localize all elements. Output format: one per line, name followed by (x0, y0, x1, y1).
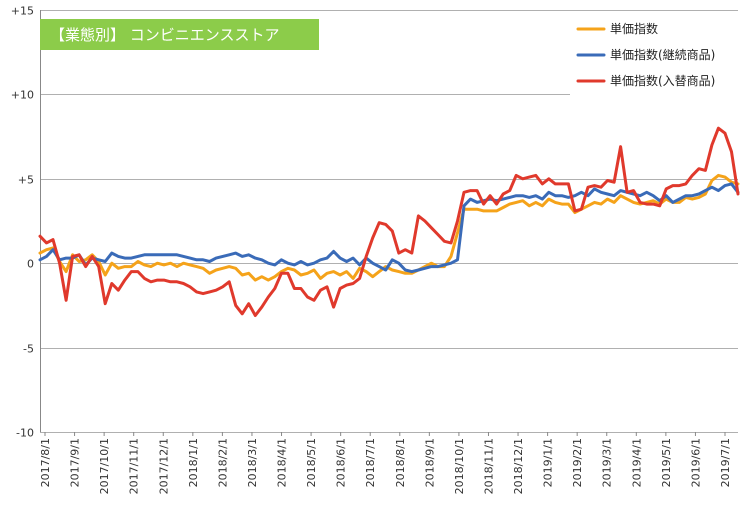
series-line-0 (38, 173, 740, 282)
y-tick-label: +5 (18, 174, 34, 187)
x-tick-label: 2018/4/1 (276, 438, 289, 487)
legend-label-2: 単価指数(入替商品) (610, 73, 715, 88)
x-tick-label: 2018/2/1 (216, 438, 229, 487)
series-line-1 (38, 182, 740, 274)
x-tick-label: 2019/7/1 (719, 438, 732, 487)
chart-title-background (40, 19, 319, 50)
x-tick-label: 2017/11/1 (128, 438, 141, 494)
legend-label-1: 単価指数(継続商品) (610, 47, 715, 62)
x-tick-label: 2018/10/1 (453, 438, 466, 494)
x-tick-label: 2019/2/1 (571, 438, 584, 487)
x-tick-label: 2019/4/1 (630, 438, 643, 487)
x-tick-label: 2018/5/1 (305, 438, 318, 487)
series-line-2 (38, 126, 740, 317)
x-tick-label: 2018/9/1 (423, 438, 436, 487)
x-tick-label: 2017/10/1 (98, 438, 111, 494)
x-tick-label: 2018/1/1 (187, 438, 200, 487)
x-tick-label: 2019/3/1 (601, 438, 614, 487)
chart-title: 【業態別】 コンビニエンスストア (50, 26, 279, 44)
axis-layer: +15 +10 +5 0 -5 -10 2017/8/1 2017/9/1 2017/10/1 2… (11, 5, 732, 495)
x-tick-label: 2018/7/1 (364, 438, 377, 487)
y-tick-label: -10 (16, 427, 34, 440)
x-tick-label: 2017/9/1 (69, 438, 82, 487)
x-tick-label: 2018/6/1 (335, 438, 348, 487)
y-tick-label: 0 (27, 258, 34, 271)
x-tick-label: 2018/3/1 (246, 438, 259, 487)
y-tick-label: +10 (11, 89, 34, 102)
x-tick-label: 2019/6/1 (689, 438, 702, 487)
x-tick-label: 2017/8/1 (39, 438, 52, 487)
y-tick-label: -5 (23, 343, 34, 356)
legend-label-0: 単価指数 (610, 21, 658, 36)
series-layer (38, 126, 740, 317)
x-tick-label: 2019/1/1 (542, 438, 555, 487)
x-tick-label: 2019/5/1 (660, 438, 673, 487)
y-tick-label: +15 (11, 5, 34, 18)
x-tick-label: 2018/8/1 (394, 438, 407, 487)
x-tick-label: 2017/12/1 (157, 438, 170, 494)
chart-title-box: 【業態別】 コンビニエンスストア (40, 19, 319, 50)
x-tick-label: 2018/12/1 (512, 438, 525, 494)
x-tick-label: 2018/11/1 (482, 438, 495, 494)
